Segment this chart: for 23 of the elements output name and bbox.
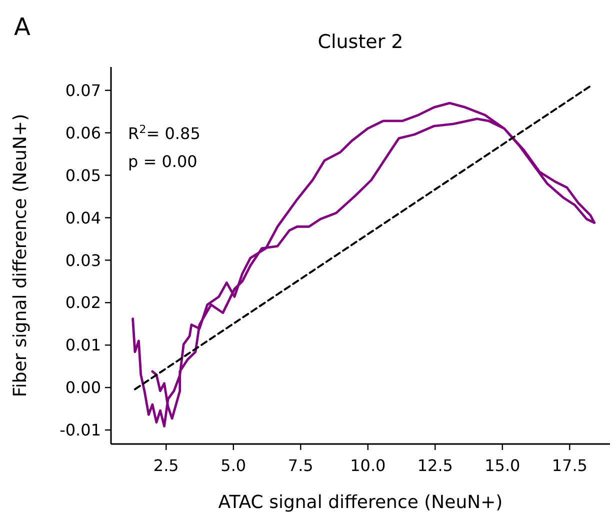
x-tick-label: 7.5 xyxy=(288,456,314,475)
y-tick-label: -0.01 xyxy=(60,420,101,440)
y-tick-label: 0.01 xyxy=(65,336,101,355)
x-tick-label: 10.0 xyxy=(350,456,386,475)
y-axis-title: Fiber signal difference (NeuN+) xyxy=(10,114,31,398)
x-tick-label: 15.0 xyxy=(484,456,520,475)
y-tick-label: 0.05 xyxy=(65,166,101,185)
x-axis-title: ATAC signal difference (NeuN+) xyxy=(218,492,503,513)
text: A xyxy=(14,13,31,41)
y-tick-label: 0.06 xyxy=(65,123,101,142)
y-tick-label: 0.07 xyxy=(65,80,101,100)
line-series xyxy=(132,102,596,428)
chart-title: Cluster 2 xyxy=(318,31,404,53)
y-tick-label: 0.02 xyxy=(65,293,101,312)
x-tick-label: 17.5 xyxy=(552,456,588,475)
x-tick-label: 12.5 xyxy=(417,456,453,475)
y-tick-label: 0.04 xyxy=(65,208,101,228)
annotation: p = 0.00 xyxy=(128,152,198,171)
annotation: R$^{2}$= 0.85 xyxy=(128,122,200,143)
x-tick-label: 5.0 xyxy=(220,456,246,475)
y-tick-label: 0.03 xyxy=(65,250,101,270)
x-tick-label: 2.5 xyxy=(153,456,179,475)
y-tick-label: 0.00 xyxy=(65,378,101,398)
